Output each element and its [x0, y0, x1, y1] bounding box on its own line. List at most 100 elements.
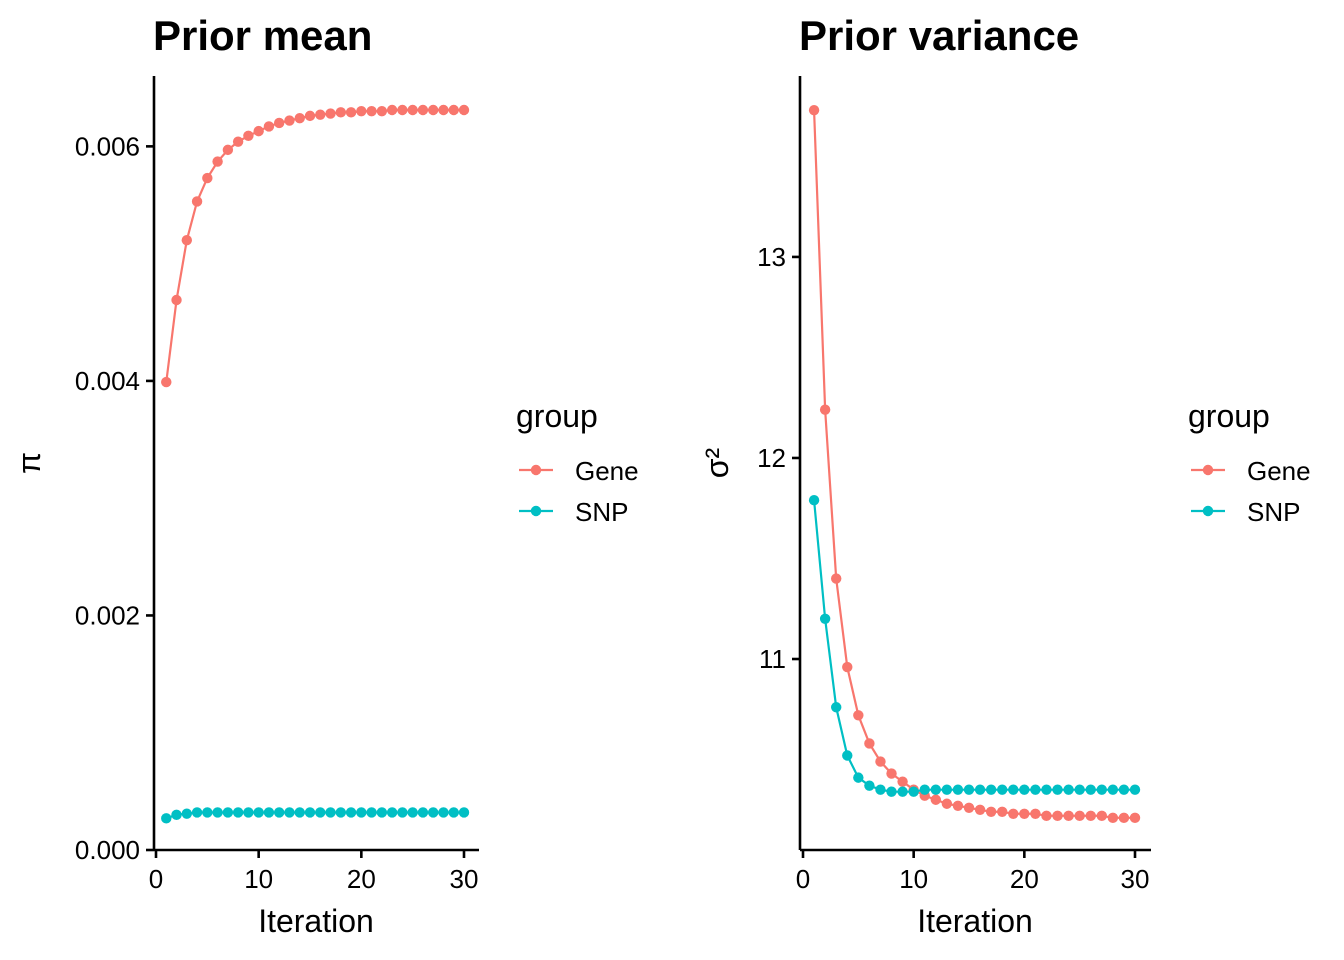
prior-mean-gene-point [325, 108, 336, 119]
prior-variance-gene-point [1041, 810, 1052, 822]
prior-mean-gene-point [376, 105, 388, 117]
prior-variance-snp-point [864, 780, 875, 791]
prior-mean-gene-point [315, 109, 326, 120]
prior-variance-gene-point [886, 768, 897, 779]
prior-mean-snp-point [243, 807, 254, 818]
prior-variance-x-tick-label: 10 [899, 864, 928, 894]
prior-variance-gene-point [930, 794, 941, 805]
prior-mean-snp-point [458, 807, 470, 818]
prior-variance-snp-point [963, 784, 975, 795]
legend-gene-point [530, 464, 542, 476]
prior-mean-gene-point [448, 104, 459, 116]
prior-variance-snp-point [941, 784, 953, 795]
prior-mean-snp-point [263, 807, 275, 818]
legend-gene-label: Gene [1247, 456, 1311, 486]
prior-mean-gene-point [458, 104, 470, 116]
prior-variance-snp-point [819, 613, 831, 625]
prior-variance-snp-point [1107, 784, 1119, 795]
prior-variance-snp-point [997, 784, 1008, 795]
prior-variance-gene-point [897, 776, 908, 787]
prior-mean-snp-point [171, 809, 182, 821]
prior-mean-gene-point [243, 130, 254, 142]
prior-variance-gene-line [812, 110, 1135, 819]
prior-mean-snp-point [212, 807, 223, 818]
legend-snp-point [1202, 505, 1214, 517]
prior-mean-snp-point [376, 807, 388, 818]
prior-mean-y-tick-label: 0.006 [75, 131, 140, 161]
prior-mean-y-tick-label: 0.002 [75, 600, 140, 630]
prior-mean-gene-line [165, 108, 464, 383]
legend-item-gene: Gene [519, 456, 639, 486]
prior-mean-snp-point [345, 807, 357, 818]
prior-mean-gene-point [181, 234, 192, 246]
prior-variance-x-axis-title: Iteration [917, 903, 1033, 939]
prior-variance-snp-point [1096, 784, 1108, 795]
prior-variance-gene-point [1063, 810, 1074, 822]
prior-variance-snp-point [875, 784, 886, 795]
prior-mean-x-axis-title: Iteration [258, 903, 374, 939]
prior-variance-y-tick-label: 11 [759, 644, 786, 674]
prior-variance-snp-point [1063, 784, 1074, 795]
legend-snp-point [530, 505, 542, 517]
prior-variance-y-tick-label: 12 [757, 443, 786, 473]
prior-mean-snp-point [284, 807, 295, 818]
legend-title: group [516, 398, 598, 434]
prior-mean-gene-point [294, 113, 305, 124]
prior-mean-snp-point [294, 807, 305, 818]
prior-mean-snp-point [232, 807, 244, 818]
prior-variance-snp-point [831, 702, 842, 713]
prior-mean-snp-point [161, 813, 172, 824]
prior-mean-gene-point [407, 104, 418, 116]
prior-mean-gene-point [428, 104, 439, 116]
prior-variance-gene-point [1129, 812, 1141, 824]
prior-variance-legend: group Gene SNP [1188, 398, 1311, 527]
prior-mean-gene-point [222, 144, 234, 156]
prior-variance-gene-point [952, 800, 964, 811]
prior-variance-x-tick-label: 0 [796, 864, 810, 894]
prior-mean-snp-point [191, 807, 203, 818]
prior-mean-snp-point [304, 807, 316, 818]
prior-variance-panel: Prior variance Iteration σ² group Gene S… [699, 12, 1311, 939]
prior-mean-snp-point [386, 807, 398, 818]
prior-mean-snp-point [315, 807, 326, 818]
prior-mean-gene-point [304, 110, 316, 122]
prior-mean-snp-point [222, 807, 234, 818]
prior-mean-gene-point [253, 125, 264, 137]
prior-mean-title: Prior mean [153, 12, 372, 59]
prior-variance-snp-point [842, 750, 853, 761]
prior-mean-snp-point [253, 807, 264, 818]
prior-mean-snp-point [397, 807, 408, 818]
prior-variance-gene-point [864, 738, 875, 749]
prior-mean-plot-area [161, 104, 470, 824]
prior-mean-x-tick-label: 20 [347, 864, 376, 894]
prior-mean-snp-point [428, 807, 439, 818]
prior-variance-snp-point [952, 784, 964, 795]
legend-gene-label: Gene [575, 456, 639, 486]
prior-mean-gene-point [417, 104, 429, 116]
prior-mean-y-tick-label: 0.004 [75, 366, 140, 396]
prior-variance-x-tick-label: 30 [1121, 864, 1150, 894]
prior-variance-snp-point [919, 784, 930, 795]
prior-variance-gene-point [963, 802, 975, 813]
prior-variance-snp-point [853, 772, 864, 783]
prior-variance-plot-area [808, 104, 1141, 824]
prior-variance-gene-point [831, 573, 842, 584]
prior-mean-snp-point [356, 807, 367, 818]
prior-mean-snp-point [417, 807, 429, 818]
prior-mean-gene-point [161, 376, 172, 388]
prior-variance-snp-point [908, 786, 919, 797]
prior-variance-gene-point [819, 404, 831, 415]
prior-mean-gene-point [202, 172, 213, 184]
prior-variance-snp-point [1129, 784, 1141, 795]
prior-mean-x-tick-label: 10 [244, 864, 273, 894]
prior-variance-snp-point [1085, 784, 1096, 795]
prior-variance-gene-point [985, 806, 997, 817]
prior-variance-title: Prior variance [799, 12, 1079, 59]
prior-variance-snp-point [930, 784, 941, 795]
prior-variance-x-tick-label: 20 [1010, 864, 1039, 894]
prior-variance-gene-point [842, 661, 853, 673]
prior-mean-snp-point [325, 807, 336, 818]
prior-mean-legend: group Gene SNP [516, 398, 639, 527]
prior-variance-snp-point [1019, 784, 1030, 795]
prior-mean-gene-point [191, 196, 203, 207]
